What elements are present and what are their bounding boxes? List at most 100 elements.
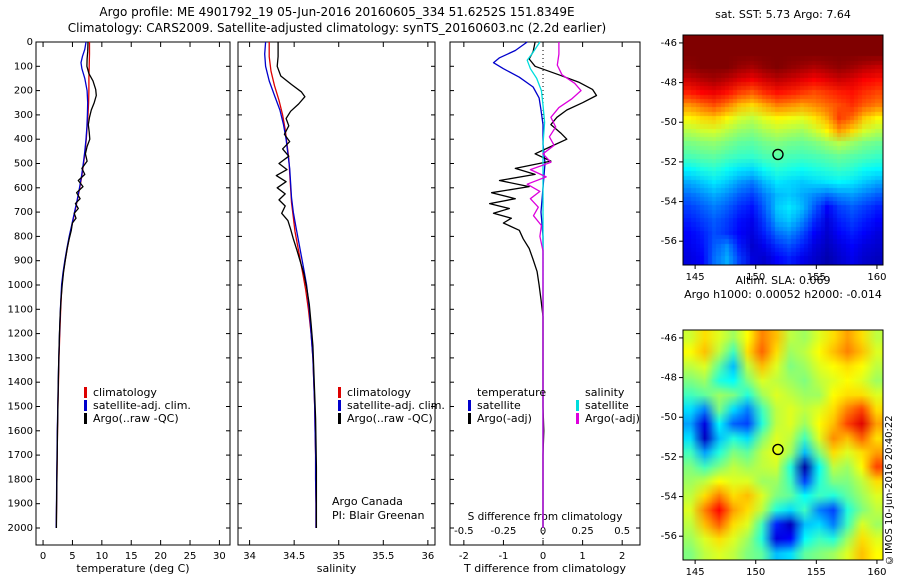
svg-text:36: 36 [422,551,435,562]
svg-text:1700: 1700 [8,450,33,461]
svg-text:700: 700 [14,207,33,218]
legend-label: climatology [347,386,411,399]
svg-text:T difference from climatology: T difference from climatology [463,562,626,575]
svg-text:-56: -56 [661,236,677,247]
svg-text:35.5: 35.5 [372,551,394,562]
svg-text:155: 155 [807,567,826,578]
argo-line-swatch [338,413,341,424]
legend-item-argo-t: Argo(-adj) [468,412,546,425]
legend-label: Argo(..raw -QC) [93,412,179,425]
svg-text:35: 35 [332,551,345,562]
svg-text:10: 10 [95,551,108,562]
legend-label: Argo(-adj) [477,412,532,425]
svg-text:300: 300 [14,110,33,121]
svg-text:-56: -56 [661,531,677,542]
climatology-line-swatch [84,387,87,398]
svg-text:0: 0 [540,526,546,537]
svg-text:-52: -52 [661,452,677,463]
svg-text:0: 0 [40,551,46,562]
svg-text:1400: 1400 [8,377,33,388]
satellite-line-swatch [338,400,341,411]
svg-text:1500: 1500 [8,401,33,412]
svg-text:1200: 1200 [8,329,33,340]
svg-text:-50: -50 [661,412,677,423]
credit-pi: PI: Blair Greenan [332,509,425,522]
argo-t-line-swatch [468,413,471,424]
argo-s-line-swatch [576,413,579,424]
argo-canada-credit: Argo Canada PI: Blair Greenan [332,495,425,523]
svg-text:0.5: 0.5 [614,526,630,537]
legend-item-argo: Argo(..raw -QC) [84,412,191,425]
temperature-difference-legend: temperature satellite Argo(-adj) [468,386,546,425]
legend-label: Argo(-adj) [585,412,640,425]
legend-item-climatology: climatology [84,386,191,399]
figure-title: Argo profile: ME 4901792_19 05-Jun-2016 … [99,5,575,19]
svg-text:0.25: 0.25 [571,526,593,537]
svg-text:temperature (deg C): temperature (deg C) [76,562,189,575]
svg-text:-2: -2 [459,551,469,562]
svg-text:900: 900 [14,256,33,267]
svg-text:-54: -54 [661,197,677,208]
legend-item-argo: Argo(..raw -QC) [338,412,445,425]
svg-text:25: 25 [184,551,197,562]
credit-org: Argo Canada [332,495,403,508]
svg-text:800: 800 [14,231,33,242]
svg-text:-46: -46 [661,333,677,344]
svg-text:-0.5: -0.5 [454,526,474,537]
svg-text:0: 0 [27,37,33,48]
svg-text:1800: 1800 [8,474,33,485]
legend-item-satellite: satellite-adj. clim. [338,399,445,412]
sla-map-title: Altim. SLA: 0.069 [735,274,831,287]
sla-map-subtitle: Argo h1000: 0.00052 h2000: -0.014 [684,288,882,301]
legend-label: satellite-adj. clim. [347,399,445,412]
legend-header-temperature: temperature [477,386,547,399]
svg-text:200: 200 [14,86,33,97]
legend-item-argo-s: Argo(-adj) [576,412,640,425]
svg-text:15: 15 [125,551,138,562]
svg-text:-0.25: -0.25 [491,526,517,537]
svg-text:S difference from climatology: S difference from climatology [468,511,623,523]
salinity-difference-legend: salinity satellite Argo(-adj) [576,386,640,425]
imos-copyright: ©IMOS 10-Jun-2016 20:40:22 [884,415,895,565]
sla-map-canvas [683,330,883,560]
svg-text:-50: -50 [661,117,677,128]
svg-text:400: 400 [14,134,33,145]
svg-text:1600: 1600 [8,426,33,437]
argo-line-swatch [84,413,87,424]
legend-item-satellite-s: satellite [576,399,640,412]
salinity-legend: climatology satellite-adj. clim. Argo(..… [338,386,445,425]
svg-text:1300: 1300 [8,353,33,364]
climatology-line-swatch [338,387,341,398]
legend-header-salinity: salinity [585,386,625,399]
svg-text:-1: -1 [498,551,508,562]
svg-text:1900: 1900 [8,499,33,510]
svg-text:1100: 1100 [8,304,33,315]
temperature-legend: climatology satellite-adj. clim. Argo(..… [84,386,191,425]
satellite-line-swatch [84,400,87,411]
legend-label: satellite [477,399,521,412]
svg-text:salinity: salinity [317,562,357,575]
legend-item-satellite-t: satellite [468,399,546,412]
svg-text:1000: 1000 [8,280,33,291]
legend-label: climatology [93,386,157,399]
svg-text:150: 150 [746,567,765,578]
svg-text:-48: -48 [661,78,677,89]
figure-subtitle: Climatology: CARS2009. Satellite-adjuste… [67,21,607,35]
sst-map-canvas [683,35,883,265]
svg-text:1: 1 [579,551,585,562]
legend-item-climatology: climatology [338,386,445,399]
svg-text:34: 34 [243,551,256,562]
satellite-s-line-swatch [576,400,579,411]
legend-label: satellite-adj. clim. [93,399,191,412]
svg-text:-54: -54 [661,492,677,503]
svg-text:20: 20 [154,551,167,562]
satellite-t-line-swatch [468,400,471,411]
svg-text:2: 2 [619,551,625,562]
svg-text:500: 500 [14,158,33,169]
svg-text:100: 100 [14,61,33,72]
svg-text:30: 30 [213,551,226,562]
legend-item-satellite: satellite-adj. clim. [84,399,191,412]
svg-text:600: 600 [14,183,33,194]
svg-text:-48: -48 [661,373,677,384]
